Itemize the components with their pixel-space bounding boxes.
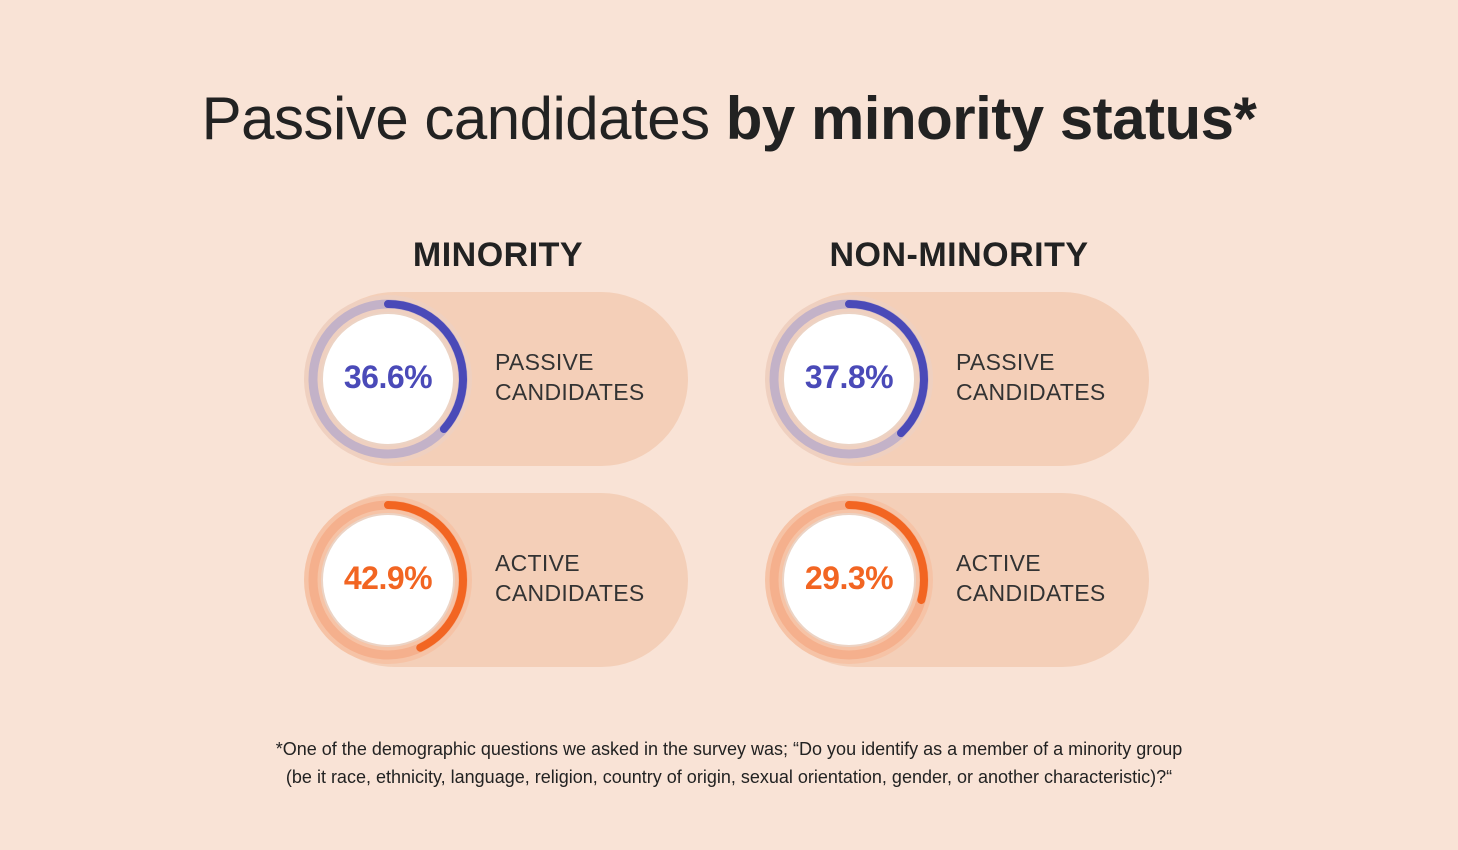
gauge-arc-minority-active	[309, 501, 467, 659]
footnote: *One of the demographic questions we ask…	[0, 735, 1458, 791]
gauge-label-line-2: CANDIDATES	[956, 580, 1106, 606]
gauge-arc-minority-passive	[309, 300, 467, 458]
gauge-label-line-2: CANDIDATES	[495, 379, 645, 405]
gauge-label-non-minority-active: ACTIVE CANDIDATES	[956, 548, 1106, 608]
gauge-arc-non-minority-active	[770, 501, 928, 659]
gauge-card-minority-passive	[304, 292, 688, 466]
gauge-label-line-2: CANDIDATES	[495, 580, 645, 606]
chart-title: Passive candidates by minority status*	[0, 84, 1458, 153]
chart-title-bold: by minority status*	[725, 85, 1257, 152]
gauge-card-non-minority-active	[765, 493, 1149, 667]
gauge-card-non-minority-passive	[765, 292, 1149, 466]
gauge-center	[321, 312, 455, 446]
gauge-center	[782, 312, 916, 446]
gauge-center	[782, 513, 916, 647]
gauge-value-non-minority-active: 29.3%	[804, 560, 894, 596]
gauge-label-line-1: ACTIVE	[495, 550, 580, 576]
gauge-center	[321, 513, 455, 647]
gauge-label-line-1: PASSIVE	[956, 349, 1055, 375]
gauge-value-non-minority-passive: 37.8%	[804, 359, 894, 395]
group-title-minority: MINORITY	[412, 236, 584, 274]
gauge-label-minority-passive: PASSIVE CANDIDATES	[495, 347, 645, 407]
gauge-label-line-1: ACTIVE	[956, 550, 1041, 576]
gauge-arc-non-minority-passive	[770, 300, 928, 458]
gauge-value-minority-active: 42.9%	[343, 560, 433, 596]
group-title-non-minority: NON-MINORITY	[829, 236, 1089, 274]
gauge-label-line-1: PASSIVE	[495, 349, 594, 375]
gauge-label-minority-active: ACTIVE CANDIDATES	[495, 548, 645, 608]
footnote-line-1: *One of the demographic questions we ask…	[275, 739, 1183, 759]
chart-title-regular: Passive candidates	[201, 85, 726, 152]
gauge-label-line-2: CANDIDATES	[956, 379, 1106, 405]
gauge-card-minority-active	[304, 493, 688, 667]
gauge-label-non-minority-passive: PASSIVE CANDIDATES	[956, 347, 1106, 407]
gauge-value-minority-passive: 36.6%	[343, 359, 433, 395]
footnote-line-2: (be it race, ethnicity, language, religi…	[285, 767, 1173, 787]
